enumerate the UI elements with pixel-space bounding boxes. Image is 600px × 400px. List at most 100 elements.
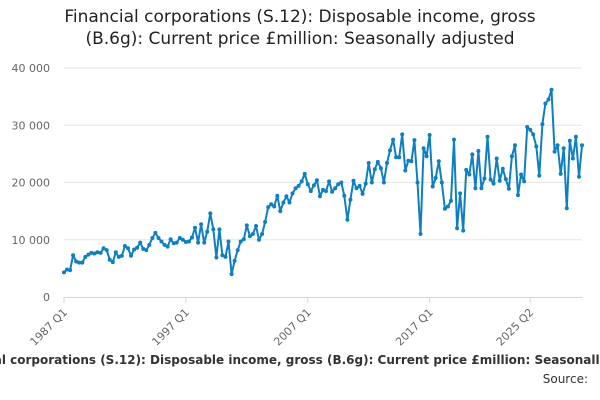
data-point <box>147 242 152 247</box>
data-point <box>381 180 386 185</box>
data-point <box>573 134 578 139</box>
data-point <box>561 146 566 151</box>
data-point <box>235 248 240 253</box>
data-point <box>385 161 389 165</box>
chart-title: Financial corporations (S.12): Disposabl… <box>0 6 600 50</box>
data-point <box>534 144 539 149</box>
data-point <box>95 250 100 255</box>
data-point <box>485 134 490 139</box>
y-tick-label: 0 <box>43 291 50 304</box>
data-point <box>104 248 109 253</box>
data-point <box>476 149 481 153</box>
data-point <box>558 171 563 176</box>
data-point <box>208 211 213 216</box>
legend-label[interactable]: Financial corporations (S.12): Disposabl… <box>0 353 600 367</box>
data-point <box>107 257 112 262</box>
data-point <box>168 237 173 242</box>
data-point <box>162 242 167 247</box>
x-tick-label: 1997 Q1 <box>149 306 192 349</box>
data-point <box>482 176 487 181</box>
data-point <box>415 180 420 185</box>
x-tick-label: 2025 Q2 <box>494 306 537 349</box>
data-point <box>543 101 548 106</box>
data-point <box>183 240 188 244</box>
data-point <box>348 197 353 202</box>
y-tick-label: 30 000 <box>12 119 51 132</box>
data-point <box>205 229 210 234</box>
data-point <box>461 228 466 233</box>
data-point <box>321 187 325 192</box>
data-point <box>509 154 514 159</box>
data-point <box>284 194 289 199</box>
data-point <box>375 159 380 164</box>
data-point <box>525 125 530 129</box>
data-point <box>427 133 432 137</box>
data-point <box>516 193 520 198</box>
data-point <box>254 224 258 228</box>
data-point <box>293 186 298 191</box>
data-point <box>455 226 460 231</box>
data-point <box>71 253 76 258</box>
data-point <box>101 246 106 251</box>
data-point <box>275 193 280 198</box>
data-point <box>305 182 310 187</box>
data-point <box>226 239 231 244</box>
data-point <box>199 222 204 227</box>
data-point <box>369 180 374 185</box>
data-point <box>244 223 249 228</box>
data-point <box>266 205 271 210</box>
data-point <box>500 166 505 171</box>
data-point <box>442 206 447 211</box>
data-point <box>388 148 392 153</box>
data-point <box>540 122 545 127</box>
data-point <box>89 250 94 255</box>
data-point <box>537 173 542 178</box>
legend[interactable]: Financial corporations (S.12): Disposabl… <box>0 350 600 372</box>
data-point <box>412 138 417 143</box>
data-point <box>68 268 73 273</box>
data-point <box>366 161 371 165</box>
source-label: Source: <box>542 372 588 386</box>
data-point <box>418 232 423 236</box>
data-point <box>314 178 319 183</box>
data-point <box>345 217 350 222</box>
data-point <box>238 239 243 244</box>
data-point <box>122 244 127 248</box>
data-point <box>503 177 508 182</box>
data-point <box>549 87 554 92</box>
data-point <box>439 180 444 185</box>
y-tick-label: 40 000 <box>12 62 51 75</box>
data-point <box>83 254 88 259</box>
data-point <box>311 183 316 188</box>
chart-title-line2: (B.6g): Current price £million: Seasonal… <box>85 29 515 49</box>
y-tick-label: 20 000 <box>12 177 51 190</box>
data-point <box>269 202 274 207</box>
data-point <box>470 152 475 157</box>
x-tick-label: 2017 Q1 <box>393 306 436 349</box>
data-point <box>281 200 286 205</box>
data-point <box>86 252 91 257</box>
data-point <box>406 158 411 163</box>
data-point <box>299 179 304 184</box>
line-chart: 0 10 000 20 000 30 000 40 000 1987 Q1 1997 Q1… <box>12 62 584 349</box>
data-point <box>113 250 118 255</box>
data-point <box>449 198 453 203</box>
data-point <box>138 240 143 245</box>
data-point <box>552 149 557 154</box>
data-point <box>260 232 265 236</box>
data-point <box>126 246 130 251</box>
data-point <box>74 259 79 264</box>
data-point <box>263 220 268 224</box>
data-point <box>506 186 511 191</box>
data-point <box>354 186 359 191</box>
data-point <box>98 250 103 255</box>
x-tick-label: 2007 Q1 <box>271 306 314 349</box>
data-point <box>336 182 341 187</box>
data-point <box>202 240 207 245</box>
data-point <box>132 247 137 252</box>
data-point <box>80 260 85 265</box>
data-point <box>250 232 255 236</box>
data-point <box>452 137 456 142</box>
data-point <box>241 237 246 242</box>
data-point <box>531 132 536 137</box>
